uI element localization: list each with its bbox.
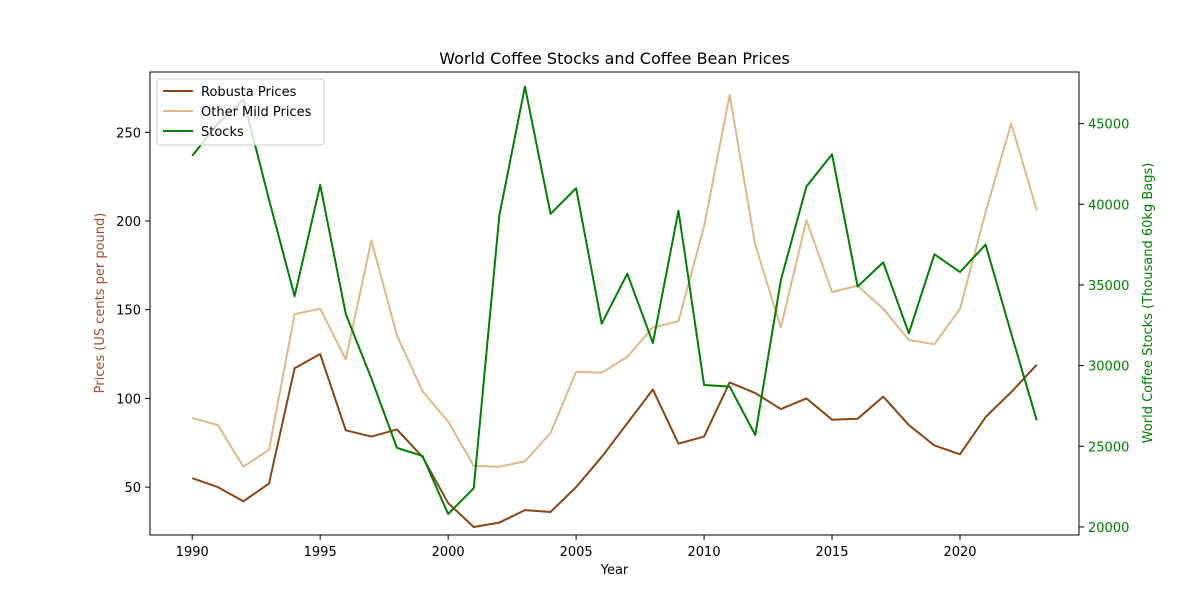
x-axis-label: Year — [600, 563, 629, 578]
y-left-tick-label: 150 — [116, 304, 141, 319]
y-left-tick-label: 50 — [124, 481, 141, 496]
y-axis-left: 50 100 150 200 250 — [116, 126, 150, 496]
y-right-tick-label: 35000 — [1088, 279, 1129, 294]
y-axis-left-label: Prices (US cents per pound) — [93, 213, 108, 394]
y-left-tick-label: 200 — [116, 215, 141, 230]
y-right-tick-label: 20000 — [1088, 521, 1129, 536]
x-tick-label: 2020 — [943, 545, 976, 560]
y-right-tick-label: 25000 — [1088, 440, 1129, 455]
x-tick-label: 2000 — [432, 545, 465, 560]
x-tick-label: 2010 — [688, 545, 721, 560]
x-tick-label: 2005 — [560, 545, 593, 560]
series-line-stocks — [191, 85, 1038, 516]
y-axis-right: 20000 25000 30000 35000 40000 45000 — [1079, 118, 1129, 536]
legend-label-robusta: Robusta Prices — [201, 85, 297, 100]
y-axis-right-label: World Coffee Stocks (Thousand 60kg Bags) — [1141, 163, 1156, 444]
y-left-tick-label: 100 — [116, 392, 141, 407]
y-right-tick-label: 30000 — [1088, 360, 1129, 375]
x-tick-label: 1990 — [176, 545, 209, 560]
series-line-robusta-prices — [191, 353, 1038, 529]
series-line-other-mild-prices — [191, 94, 1038, 468]
legend-label-stocks: Stocks — [201, 125, 244, 140]
chart-title: World Coffee Stocks and Coffee Bean Pric… — [439, 49, 790, 68]
x-tick-label: 1995 — [304, 545, 337, 560]
legend-label-other-mild: Other Mild Prices — [201, 105, 312, 120]
x-axis: 1990 1995 2000 2005 2010 2015 2020 — [176, 535, 977, 560]
plot-lines — [191, 85, 1038, 529]
plot-frame — [149, 71, 1080, 536]
legend: Robusta Prices Other Mild Prices Stocks — [156, 78, 325, 146]
y-right-tick-label: 40000 — [1088, 198, 1129, 213]
x-tick-label: 2015 — [815, 545, 848, 560]
y-right-tick-label: 45000 — [1088, 118, 1129, 133]
legend-box — [156, 78, 325, 146]
y-left-tick-label: 250 — [116, 126, 141, 141]
